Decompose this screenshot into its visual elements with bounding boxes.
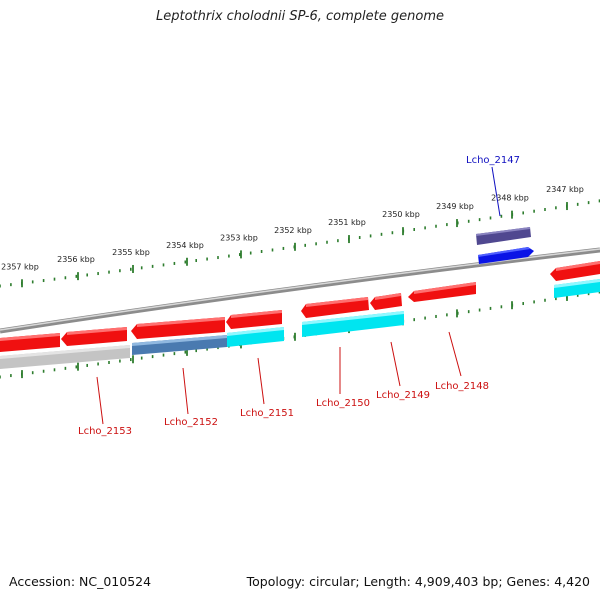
gene-lcho-2147[interactable] [478, 247, 534, 264]
gene-lcho-2147-outer[interactable] [476, 227, 531, 245]
gene-lcho-2151-edge [231, 310, 282, 318]
gene-lcho-2150[interactable] [301, 297, 369, 318]
label-lcho-2151[interactable]: Lcho_2151 [240, 408, 294, 419]
label-lcho-2147[interactable]: Lcho_2147 [466, 155, 520, 166]
scale-label: 2357 kbp [1, 262, 39, 271]
label-lcho-2149[interactable]: Lcho_2149 [376, 390, 430, 401]
leader-lcho-2151 [257, 357, 265, 405]
gene-labels: Lcho_2147 Lcho_2148 Lcho_2149 Lcho_2150 … [78, 155, 520, 437]
scale-label: 2351 kbp [328, 218, 366, 227]
scale-label: 2353 kbp [220, 233, 258, 242]
gene-lcho-2152-edge [137, 317, 225, 327]
scale-label: 2350 kbp [382, 210, 420, 219]
genome-backbone [0, 247, 600, 334]
inner-gene-right-top [554, 279, 600, 288]
scale-labels: 2347 kbp 2348 kbp 2349 kbp 2350 kbp 2351 kbp… [1, 185, 584, 271]
callout-lines [96, 166, 501, 425]
gene-lcho-2147-outer-edge [476, 227, 530, 236]
inner-gene-lcho-2152-top [132, 335, 227, 346]
gene-lcho-2153-edge [67, 327, 127, 335]
label-lcho-2153[interactable]: Lcho_2153 [78, 426, 132, 437]
scale-label: 2356 kbp [57, 255, 95, 264]
figure-title: Leptothrix cholodnii SP-6, complete geno… [156, 9, 444, 24]
scale-label: 2354 kbp [166, 241, 204, 250]
inner-gene-lcho-2153[interactable] [0, 345, 130, 369]
accession-label: Accession: NC_010524 [9, 574, 152, 589]
gene-right-edge[interactable] [550, 261, 600, 281]
leader-lcho-2148 [448, 331, 462, 377]
scale-label: 2347 kbp [546, 185, 584, 194]
gene-lcho-2152[interactable] [131, 317, 225, 339]
gene-lcho-2149-edge [375, 293, 401, 300]
scale-label: 2355 kbp [112, 248, 150, 257]
scale-label: 2352 kbp [274, 226, 312, 235]
leader-lcho-2152 [182, 367, 189, 415]
inner-gene-lcho-2153-top [0, 345, 130, 359]
genome-backbone-highlight [0, 248, 600, 331]
label-lcho-2152[interactable]: Lcho_2152 [164, 417, 218, 428]
gene-right-edge-top [556, 261, 600, 271]
leader-lcho-2153 [96, 376, 104, 425]
scale-label: 2349 kbp [436, 202, 474, 211]
gene-lcho-2150-edge [306, 297, 368, 307]
gene-lcho-2148-edge [414, 282, 476, 294]
label-lcho-2148[interactable]: Lcho_2148 [435, 381, 489, 392]
inner-gene-lcho-2150[interactable] [302, 311, 404, 337]
outer-scale-ticks [0, 199, 600, 288]
label-lcho-2150[interactable]: Lcho_2150 [316, 398, 370, 409]
inner-genes [0, 279, 600, 369]
gene-lcho-2147-edge [478, 247, 530, 257]
inner-gene-lcho-2151-top [227, 327, 284, 336]
topology-label: Topology: circular; Length: 4,909,403 bp… [246, 574, 590, 589]
inner-gene-lcho-2150-top [302, 311, 404, 325]
leader-lcho-2147 [491, 166, 501, 217]
scale-label: 2348 kbp [491, 194, 529, 203]
gene-left-edge-top [0, 333, 60, 341]
leader-lcho-2149 [390, 341, 401, 387]
forward-genes [0, 227, 600, 352]
